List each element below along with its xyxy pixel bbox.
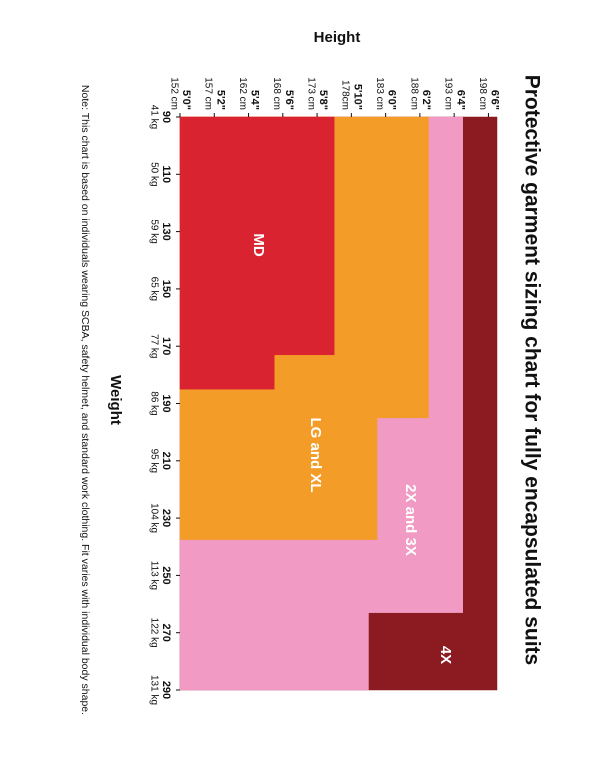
chart-title: Protective garment sizing chart for full…: [520, 75, 543, 665]
x-tick-sublabel: 95 kg: [148, 449, 159, 473]
region-label: 2X and 3X: [402, 484, 419, 556]
x-tick-sublabel: 41 kg: [148, 105, 159, 129]
size-region: [179, 417, 378, 540]
x-tick-label: 90: [160, 111, 172, 123]
y-tick-label: 5'4": [249, 90, 261, 110]
y-tick-label: 5'8": [317, 90, 329, 110]
x-tick-sublabel: 122 kg: [148, 618, 159, 648]
x-tick-label: 210: [160, 452, 172, 470]
x-tick-sublabel: 113 kg: [148, 561, 159, 590]
y-tick-sublabel: 183 cm: [374, 77, 385, 110]
x-tick-sublabel: 59 kg: [148, 219, 159, 243]
x-tick-label: 290: [160, 681, 172, 699]
y-tick-sublabel: 157 cm: [203, 77, 214, 110]
x-tick-label: 190: [160, 394, 172, 412]
x-tick-sublabel: 86 kg: [148, 391, 159, 415]
y-tick-label: 5'2": [214, 90, 226, 110]
x-tick-sublabel: 77 kg: [148, 334, 159, 358]
y-tick-sublabel: 162 cm: [237, 77, 248, 110]
note: Note: This chart is based on individuals…: [79, 85, 91, 715]
x-tick-sublabel: 65 kg: [148, 277, 159, 301]
size-region: [179, 354, 275, 390]
x-tick-label: 230: [160, 509, 172, 527]
region-label: LG and XL: [307, 418, 324, 493]
y-tick-label: 6'2": [420, 90, 432, 110]
y-tick-sublabel: 193 cm: [443, 77, 454, 110]
x-tick-sublabel: 104 kg: [148, 503, 159, 533]
x-tick-label: 150: [160, 280, 172, 298]
y-tick-sublabel: 198 cm: [477, 77, 488, 110]
y-tick-sublabel: 152 cm: [168, 77, 179, 110]
x-tick-label: 170: [160, 337, 172, 355]
x-tick-label: 270: [160, 624, 172, 642]
y-axis-title: Height: [314, 29, 361, 46]
y-tick-label: 5'6": [283, 90, 295, 110]
y-tick-label: 6'0": [386, 90, 398, 110]
y-tick-label: 6'4": [454, 90, 466, 110]
y-tick-sublabel: 188 cm: [408, 77, 419, 110]
y-tick-sublabel: 178cm: [340, 80, 351, 110]
y-tick-sublabel: 173 cm: [305, 77, 316, 110]
y-tick-label: 5'10": [351, 84, 363, 110]
y-tick-label: 5'0": [180, 90, 192, 110]
x-tick-label: 130: [160, 222, 172, 240]
x-tick-label: 250: [160, 566, 172, 584]
y-tick-label: 6'6": [489, 90, 501, 110]
y-tick-sublabel: 168 cm: [271, 77, 282, 110]
x-tick-label: 110: [160, 165, 172, 183]
region-label: MD: [250, 233, 267, 256]
region-label: 4X: [437, 646, 454, 664]
size-region: [179, 612, 369, 691]
x-tick-sublabel: 131 kg: [148, 675, 159, 705]
x-axis-title: Weight: [107, 375, 124, 425]
x-tick-sublabel: 50 kg: [148, 162, 159, 186]
